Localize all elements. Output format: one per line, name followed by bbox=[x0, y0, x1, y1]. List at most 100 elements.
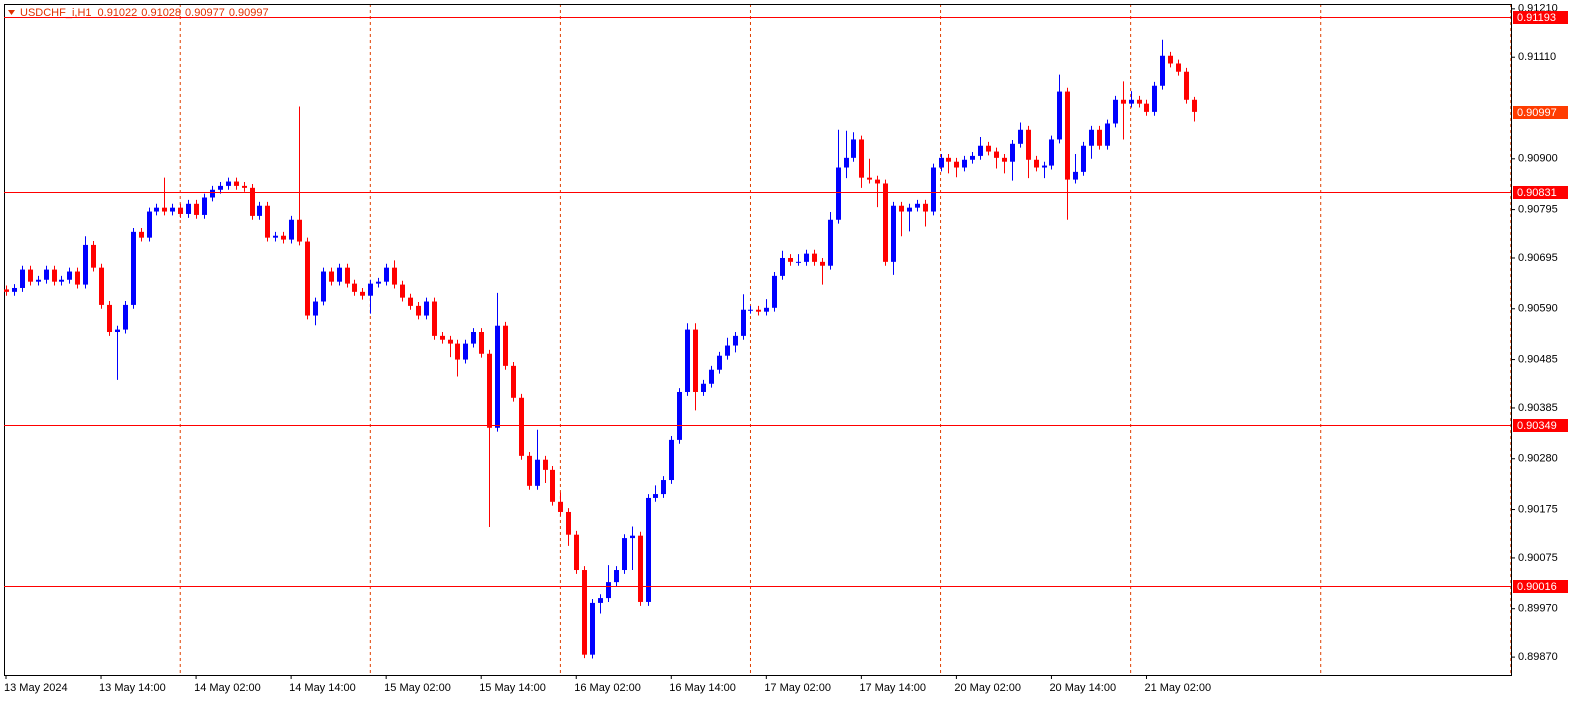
candle-body bbox=[1097, 129, 1102, 146]
candle-body bbox=[36, 279, 41, 282]
candle-body bbox=[28, 269, 33, 282]
candle-body bbox=[915, 203, 920, 208]
candle-body bbox=[558, 501, 563, 512]
candle-body bbox=[812, 253, 817, 262]
y-tick-label: 0.91110 bbox=[1518, 51, 1556, 63]
candle-body bbox=[844, 157, 849, 168]
candle-body bbox=[440, 335, 445, 340]
current-price-box bbox=[1513, 106, 1568, 119]
level-price-box bbox=[1513, 580, 1568, 593]
level-price-label: 0.90349 bbox=[1517, 420, 1557, 432]
y-tick-label: 0.90280 bbox=[1518, 453, 1558, 465]
candle-body bbox=[1129, 99, 1134, 104]
x-tick-label: 17 May 02:00 bbox=[764, 682, 831, 694]
candle-body bbox=[265, 205, 270, 238]
candle-body bbox=[511, 365, 516, 398]
candle-body bbox=[685, 329, 690, 392]
candle-body bbox=[1057, 91, 1062, 140]
candle-body bbox=[20, 269, 25, 288]
candle-body bbox=[875, 179, 880, 184]
candle-body bbox=[321, 271, 326, 302]
candle-body bbox=[107, 304, 112, 333]
chart-header: USDCHF_i,H1 0.91022 0.91028 0.90977 0.90997 bbox=[20, 7, 269, 19]
candle-body bbox=[4, 289, 9, 292]
candle-body bbox=[543, 459, 548, 470]
level-price-box bbox=[1513, 186, 1568, 199]
candle-body bbox=[1049, 139, 1054, 166]
candle-body bbox=[820, 261, 825, 266]
candle-body bbox=[954, 161, 959, 168]
candle-body bbox=[1168, 55, 1173, 64]
candle-body bbox=[693, 329, 698, 392]
candle-body bbox=[368, 283, 373, 296]
candle-body bbox=[360, 291, 365, 296]
candle-body bbox=[859, 139, 864, 178]
candle-body bbox=[851, 139, 856, 158]
x-tick-label: 15 May 14:00 bbox=[479, 682, 546, 694]
candle-body bbox=[424, 301, 429, 316]
candle-body bbox=[503, 325, 508, 366]
candle-body bbox=[1042, 165, 1047, 168]
candle-body bbox=[1002, 157, 1007, 162]
candle-body bbox=[400, 284, 405, 298]
candle-body bbox=[99, 267, 104, 305]
candle-body bbox=[1034, 159, 1039, 168]
y-tick-label: 0.90485 bbox=[1518, 353, 1558, 365]
candle-body bbox=[297, 219, 302, 242]
candle-body bbox=[606, 582, 611, 599]
candle-body bbox=[1184, 71, 1189, 100]
candle-body bbox=[717, 355, 722, 370]
candle-body bbox=[978, 145, 983, 156]
y-tick-label: 0.90075 bbox=[1518, 552, 1558, 564]
y-tick-label: 0.90175 bbox=[1518, 503, 1558, 515]
candle-body bbox=[471, 332, 476, 344]
candle-body bbox=[83, 244, 88, 285]
candle-body bbox=[630, 535, 635, 539]
candle-body bbox=[598, 598, 603, 603]
candle-body bbox=[162, 207, 167, 212]
candle-body bbox=[994, 151, 999, 158]
candle-body bbox=[748, 309, 753, 311]
candle-body bbox=[479, 332, 484, 354]
candle-body bbox=[962, 159, 967, 168]
candle-body bbox=[780, 257, 785, 276]
candle-body bbox=[946, 157, 951, 162]
candle-body bbox=[194, 203, 199, 215]
candle-body bbox=[123, 304, 128, 330]
candle-body bbox=[44, 269, 49, 280]
menu-arrow[interactable] bbox=[8, 10, 15, 15]
header-low: 0.90977 bbox=[185, 7, 225, 19]
candle-body bbox=[756, 309, 761, 312]
candle-body bbox=[796, 261, 801, 263]
candle-body bbox=[202, 197, 207, 215]
y-tick-label: 0.90385 bbox=[1518, 402, 1558, 414]
candle-body bbox=[131, 231, 136, 305]
candle-body bbox=[836, 167, 841, 220]
candle-body bbox=[12, 287, 17, 292]
candle-body bbox=[234, 181, 239, 186]
candle-body bbox=[115, 329, 120, 333]
candle-body bbox=[408, 297, 413, 306]
candle-body bbox=[804, 253, 809, 262]
candle-body bbox=[535, 459, 540, 486]
candle-body bbox=[313, 301, 318, 316]
candle-body bbox=[154, 207, 159, 212]
candle-body bbox=[733, 335, 738, 346]
candle-body bbox=[186, 203, 191, 214]
candle-body bbox=[210, 189, 215, 198]
candle-body bbox=[487, 353, 492, 428]
candle-body bbox=[218, 185, 223, 190]
candle-body bbox=[416, 305, 421, 316]
candle-body bbox=[669, 439, 674, 481]
candle-body bbox=[907, 207, 912, 212]
candle-body bbox=[867, 177, 872, 180]
candle-body bbox=[1121, 99, 1126, 104]
candle-body bbox=[384, 267, 389, 282]
level-price-label: 0.91193 bbox=[1517, 12, 1556, 24]
chart-title: USDCHF_i,H1 bbox=[20, 7, 92, 19]
candle-body bbox=[788, 257, 793, 262]
y-tick-label: 0.89870 bbox=[1518, 651, 1558, 663]
